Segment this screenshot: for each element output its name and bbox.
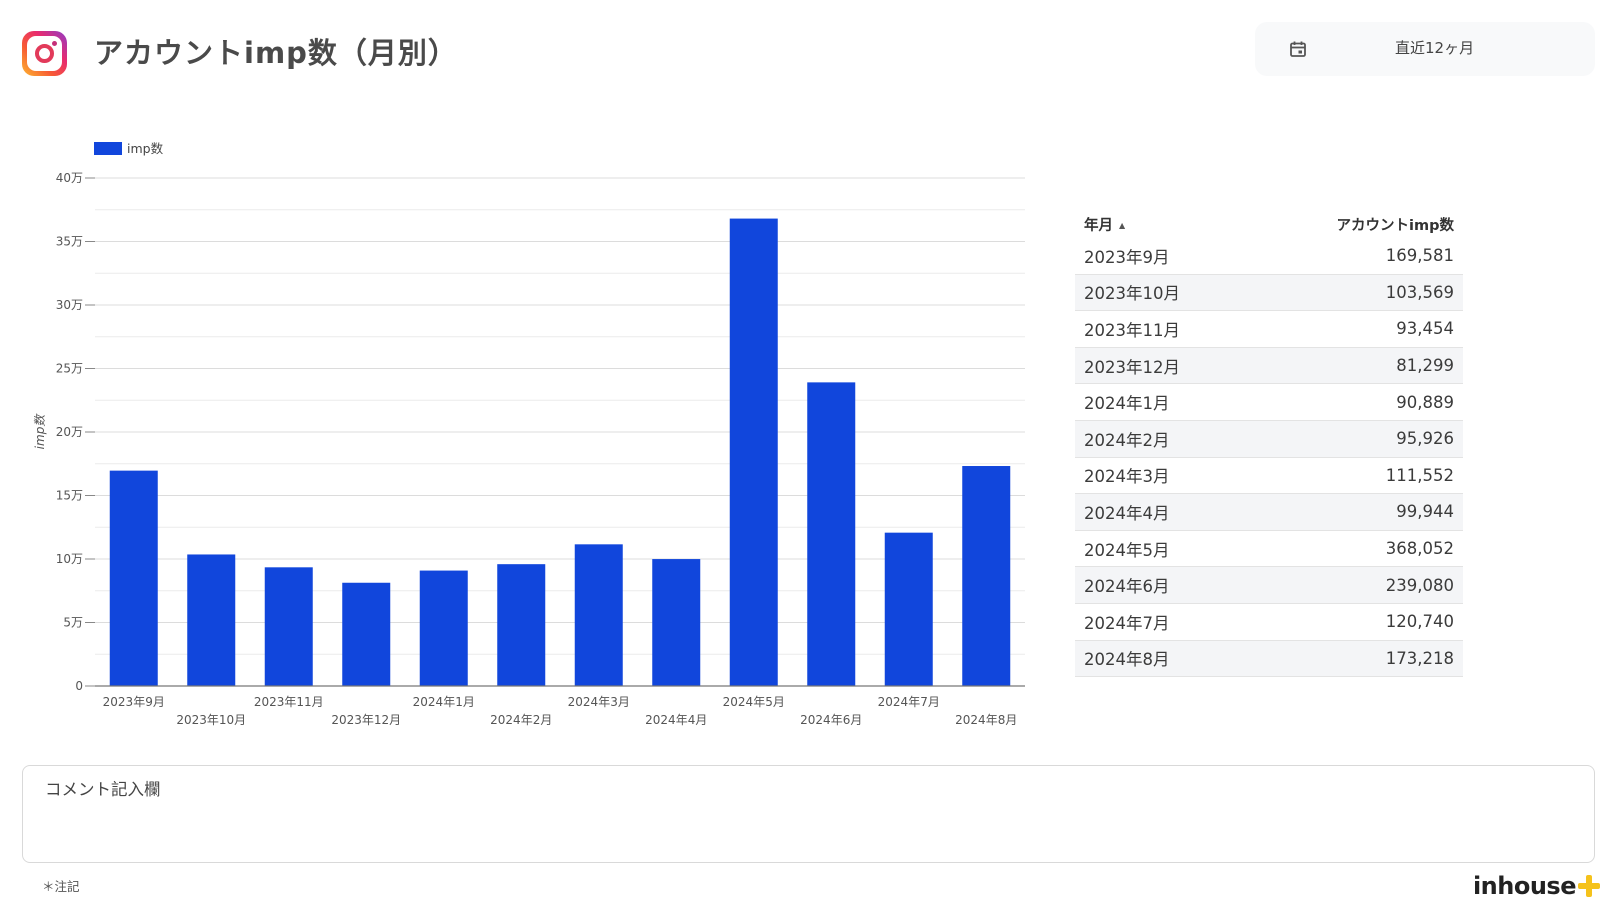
footnote: ＊注記 xyxy=(42,879,80,894)
bar xyxy=(342,582,391,686)
table-row[interactable]: 2024年1月 90,889 xyxy=(1075,384,1463,421)
cell-month: 2023年10月 xyxy=(1084,284,1180,304)
y-tick-label: 30万 xyxy=(56,298,83,312)
y-axis-label: imp数 xyxy=(33,413,47,450)
x-tick-label: 2024年3月 xyxy=(568,695,630,709)
y-tick-label: 15万 xyxy=(56,489,83,503)
date-range-selector[interactable]: 直近12ヶ月 xyxy=(1255,22,1595,76)
cell-imp: 95,926 xyxy=(1396,429,1454,449)
cell-month: 2024年4月 xyxy=(1084,503,1170,523)
brand-logo: inhouse xyxy=(1473,872,1600,900)
x-tick-label: 2024年7月 xyxy=(878,695,940,709)
cell-month: 2023年9月 xyxy=(1084,247,1170,267)
table-row[interactable]: 2023年10月 103,569 xyxy=(1075,274,1463,312)
comment-box[interactable]: コメント記入欄 xyxy=(22,765,1595,863)
cell-imp: 90,889 xyxy=(1396,392,1454,412)
cell-month: 2023年11月 xyxy=(1084,320,1180,340)
table-row[interactable]: 2023年9月 169,581 xyxy=(1075,238,1463,275)
x-tick-label: 2024年8月 xyxy=(955,713,1017,727)
y-tick-label: 10万 xyxy=(56,552,83,566)
chart-svg: 0 5万 10万 15万 20万 25万 30万 35万 40万 imp数 imp数 2023年9月 2… xyxy=(33,141,1025,727)
cell-imp: 368,052 xyxy=(1385,539,1454,559)
x-tick-label: 2024年1月 xyxy=(413,695,475,709)
bar xyxy=(264,567,313,686)
column-header-month[interactable]: 年月 ▲ xyxy=(1084,217,1126,234)
imp-bar-chart: 0 5万 10万 15万 20万 25万 30万 35万 40万 imp数 imp数 2023年9月 2… xyxy=(0,130,1040,740)
cell-imp: 111,552 xyxy=(1385,465,1454,485)
instagram-logo-icon xyxy=(22,31,67,76)
cell-month: 2024年7月 xyxy=(1084,613,1170,633)
sort-asc-icon: ▲ xyxy=(1119,221,1126,230)
cell-month: 2024年2月 xyxy=(1084,430,1170,450)
cell-imp: 239,080 xyxy=(1385,575,1454,595)
table-row[interactable]: 2024年4月 99,944 xyxy=(1075,494,1463,531)
table-row[interactable]: 2024年5月 368,052 xyxy=(1075,530,1463,568)
y-tick-label: 25万 xyxy=(56,362,83,376)
x-tick-label: 2023年9月 xyxy=(103,695,165,709)
x-tick-label: 2024年5月 xyxy=(723,695,785,709)
bar xyxy=(962,466,1011,686)
cell-month: 2024年8月 xyxy=(1084,650,1170,670)
brand-name: inhouse xyxy=(1472,872,1577,900)
table-body: 2023年9月 169,581 2023年10月 103,569 2023年11月 93,… xyxy=(1075,238,1463,678)
x-tick-label: 2023年10月 xyxy=(176,713,246,727)
legend-swatch xyxy=(94,142,122,155)
table-row[interactable]: 2024年2月 95,926 xyxy=(1075,420,1463,458)
cell-month: 2024年6月 xyxy=(1084,577,1170,597)
cell-month: 2024年3月 xyxy=(1084,467,1170,487)
bar xyxy=(652,559,701,686)
cell-month: 2024年5月 xyxy=(1084,540,1170,560)
date-range-label: 直近12ヶ月 xyxy=(1395,39,1475,57)
legend-label: imp数 xyxy=(127,141,164,156)
bar xyxy=(497,564,546,686)
bar xyxy=(574,544,623,686)
bar xyxy=(187,554,236,686)
cell-month: 2023年12月 xyxy=(1084,357,1180,377)
cell-imp: 81,299 xyxy=(1396,356,1454,376)
table-row[interactable]: 2024年8月 173,218 xyxy=(1075,640,1463,678)
cell-imp: 93,454 xyxy=(1396,319,1454,339)
bar xyxy=(729,218,778,686)
x-tick-label: 2024年6月 xyxy=(800,713,862,727)
bar xyxy=(419,570,468,686)
cell-imp: 99,944 xyxy=(1396,502,1454,522)
x-tick-label: 2023年12月 xyxy=(331,713,401,727)
x-tick-label: 2023年11月 xyxy=(254,695,324,709)
table-header: 年月 ▲ アカウントimp数 xyxy=(1075,210,1463,238)
imp-table: 年月 ▲ アカウントimp数 2023年9月 169,581 2023年10月 103,… xyxy=(1075,210,1463,678)
column-header-imp[interactable]: アカウントimp数 xyxy=(1336,217,1454,234)
bar xyxy=(884,532,933,686)
y-tick-label: 5万 xyxy=(63,616,83,630)
cell-imp: 169,581 xyxy=(1385,246,1454,266)
table-row[interactable]: 2024年3月 111,552 xyxy=(1075,457,1463,495)
table-row[interactable]: 2024年7月 120,740 xyxy=(1075,603,1463,641)
y-tick-label: 35万 xyxy=(56,235,83,249)
page-title: アカウントimp数（月別） xyxy=(94,36,458,70)
x-tick-label: 2024年2月 xyxy=(490,713,552,727)
cell-month: 2024年1月 xyxy=(1084,394,1170,414)
y-tick-label: 0 xyxy=(75,679,83,693)
calendar-icon xyxy=(1290,41,1306,57)
bar xyxy=(109,470,158,686)
cell-imp: 120,740 xyxy=(1385,612,1454,632)
cell-imp: 103,569 xyxy=(1385,282,1454,302)
comment-title: コメント記入欄 xyxy=(45,780,161,799)
y-tick-label: 40万 xyxy=(56,171,83,185)
bar xyxy=(807,382,856,686)
plus-icon xyxy=(1578,875,1600,897)
table-row[interactable]: 2023年11月 93,454 xyxy=(1075,311,1463,348)
table-row[interactable]: 2023年12月 81,299 xyxy=(1075,347,1463,385)
x-tick-label: 2024年4月 xyxy=(645,713,707,727)
y-tick-label: 20万 xyxy=(56,425,83,439)
table-row[interactable]: 2024年6月 239,080 xyxy=(1075,567,1463,604)
cell-imp: 173,218 xyxy=(1385,648,1454,668)
